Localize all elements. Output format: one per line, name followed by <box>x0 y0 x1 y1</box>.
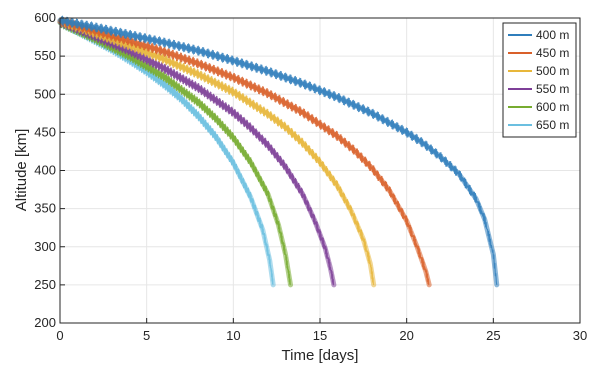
y-tick-label: 400 <box>34 163 56 178</box>
y-tick-label: 250 <box>34 277 56 292</box>
y-tick-label: 300 <box>34 239 56 254</box>
series-line <box>57 18 432 288</box>
x-tick-label: 0 <box>56 328 63 343</box>
legend-entry-label: 450 m <box>536 46 569 60</box>
legend-entry-label: 650 m <box>536 118 569 132</box>
legend-entry-label: 550 m <box>536 82 569 96</box>
y-tick-label: 200 <box>34 315 56 330</box>
series-line <box>57 18 377 288</box>
legend-entry-label: 400 m <box>536 28 569 42</box>
x-tick-label: 10 <box>226 328 240 343</box>
legend: 400 m 450 m 500 m 550 m 600 m 650 m <box>502 22 577 138</box>
legend-entry-label: 500 m <box>536 64 569 78</box>
x-tick-label: 5 <box>143 328 150 343</box>
y-tick-label: 600 <box>34 10 56 25</box>
series-line <box>57 17 500 288</box>
x-tick-label: 15 <box>313 328 327 343</box>
legend-box <box>502 22 577 138</box>
series-group <box>57 15 500 288</box>
y-axis-label: Altitude [km] <box>13 129 30 212</box>
y-tick-label: 450 <box>34 124 56 139</box>
series-line <box>57 19 337 288</box>
y-tick-label: 500 <box>34 86 56 101</box>
series-line <box>57 20 294 288</box>
y-tick-label: 550 <box>34 48 56 63</box>
x-tick-label: 30 <box>573 328 587 343</box>
ticks: 0 5 10 15 20 25 30 200 250 300 350 400 450 500 550 600 <box>34 10 587 343</box>
legend-entry-label: 600 m <box>536 100 569 114</box>
x-tick-label: 20 <box>399 328 413 343</box>
x-axis-label: Time [days] <box>282 347 359 364</box>
y-tick-label: 350 <box>34 201 56 216</box>
x-tick-label: 25 <box>486 328 500 343</box>
